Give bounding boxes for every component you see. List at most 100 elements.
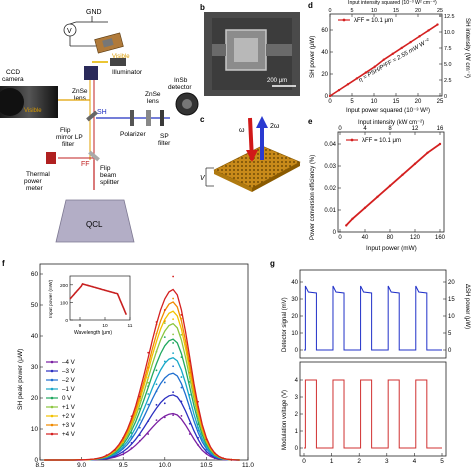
e-top-tick: 4: [363, 126, 367, 132]
f-data-point: [172, 342, 175, 344]
gnd-label: GND: [86, 9, 102, 16]
d-data-point: [391, 52, 394, 56]
d-xtick: 5: [350, 99, 354, 105]
d-ytick: 40: [321, 50, 328, 56]
illuminator-icon: [110, 58, 126, 66]
f-data-point: [163, 416, 166, 419]
g-top-frame: [299, 269, 447, 359]
g-xtick: 0: [302, 458, 306, 465]
f-data-point: [163, 320, 166, 323]
f-data-point: [138, 395, 141, 398]
e-top-axis-label: Input intensity (kW cm⁻²): [358, 120, 424, 126]
f-data-point: [188, 374, 191, 377]
e-ylabel: Power conversion efficiency (%): [310, 155, 316, 240]
panel-label-c: c: [200, 115, 205, 124]
f-data-point: [147, 385, 150, 388]
d-ytick: 60: [321, 28, 328, 34]
f-data-point: [197, 436, 199, 439]
f-xtick: 8.5: [36, 462, 45, 469]
ccd-label: CCD camera: [2, 69, 24, 83]
f-data-point: [205, 438, 208, 441]
f-legend-label: +2 V: [62, 413, 76, 420]
f-data-point: [113, 449, 116, 451]
omega-label: ω: [239, 127, 245, 134]
f-data-point: [205, 448, 208, 451]
f-legend-label: –1 V: [62, 386, 76, 393]
g-bottom-ytick: 1: [295, 429, 299, 435]
d-y2tick: 7.5: [444, 46, 452, 52]
f-data-point: [172, 333, 175, 336]
g-bottom-ytick: 0: [295, 446, 299, 452]
d-y2tick: 12.5: [444, 14, 455, 20]
e-data-point: [388, 184, 392, 187]
f-inset-xtick: 11: [128, 323, 133, 329]
g-top-y2label: ΔSH power (μW): [464, 284, 470, 329]
d-data-point: [400, 46, 403, 50]
f-data-point: [147, 420, 150, 423]
f-data-point: [172, 297, 175, 300]
d-top-axis-label: Input intensity squared (10⁻³ W² cm⁻⁴): [348, 0, 437, 6]
panel-label-b: b: [200, 3, 205, 12]
f-data-point: [138, 439, 141, 442]
f-data-point: [180, 415, 183, 417]
f-data-point: [130, 442, 133, 444]
f-data-point: [172, 365, 175, 368]
f-data-point: [172, 414, 175, 417]
e-data-point: [401, 173, 404, 176]
f-ytick: 50: [31, 302, 39, 309]
e-ytick: 0.03: [324, 164, 336, 170]
e-xtick: 80: [387, 235, 394, 241]
g-bottom-frame: [299, 361, 447, 457]
f-xtick: 9.0: [77, 462, 86, 469]
e-ytick: 0.01: [324, 208, 336, 214]
panel-label-f: f: [2, 259, 5, 268]
f-data-point: [130, 435, 133, 438]
f-legend-marker: [50, 405, 54, 409]
f-legend-marker: [50, 378, 54, 382]
f-data-point: [147, 403, 150, 406]
f-legend-label: +4 V: [62, 431, 76, 438]
d-legend: λFF = 10.1 μm: [354, 18, 393, 24]
e-ytick: 0: [333, 230, 337, 236]
g-top-y2tick: 15: [448, 297, 455, 303]
g-xtick: 1: [330, 458, 334, 465]
insb-label: InSb detector: [168, 77, 192, 91]
setup-panel: GND V Visible Illuminator ZnSe lens CCD ca…: [0, 9, 199, 243]
f-data-point: [197, 426, 199, 429]
f-data-point: [180, 356, 183, 359]
panel-d: d Input intensity squared (10⁻³ W² cm⁻⁴)…: [308, 0, 471, 114]
f-data-point: [130, 415, 133, 418]
sem-panel: b 200 μm: [200, 3, 300, 96]
f-data-point: [188, 422, 191, 425]
f-legend-label: +1 V: [62, 404, 76, 411]
d-y2label: SH intensity (W cm⁻²): [464, 18, 471, 78]
e-ytick: 0.02: [324, 186, 336, 192]
f-data-point: [205, 450, 208, 453]
g-top-ytick: 10: [291, 331, 298, 337]
d-top-tick: 0: [329, 8, 332, 14]
f-data-point: [147, 393, 150, 395]
g-xtick: 4: [413, 458, 417, 465]
f-data-point: [130, 447, 133, 450]
e-plot-frame: [337, 131, 445, 233]
f-data-point: [197, 423, 199, 426]
d-data-point: [355, 77, 359, 80]
f-data-point: [130, 437, 133, 440]
f-data-point: [138, 426, 141, 429]
f-data-point: [213, 451, 216, 454]
d-top-tick: 5: [351, 8, 354, 14]
f-data-point: [188, 393, 191, 396]
g-top-ytick: 20: [291, 314, 298, 320]
f-data-point: [155, 350, 158, 353]
f-data-point: [130, 432, 133, 434]
f-data-point: [188, 407, 191, 410]
d-data-point: [418, 35, 421, 38]
f-xtick: 10.0: [159, 462, 172, 469]
d-top-tick: 25: [437, 8, 443, 14]
f-inset-xtick: 9: [79, 323, 82, 329]
f-legend-marker: [50, 396, 54, 400]
f-legend-label: 0 V: [62, 395, 72, 402]
f-inset-xtick: 10: [102, 323, 108, 329]
f-data-point: [188, 433, 191, 435]
